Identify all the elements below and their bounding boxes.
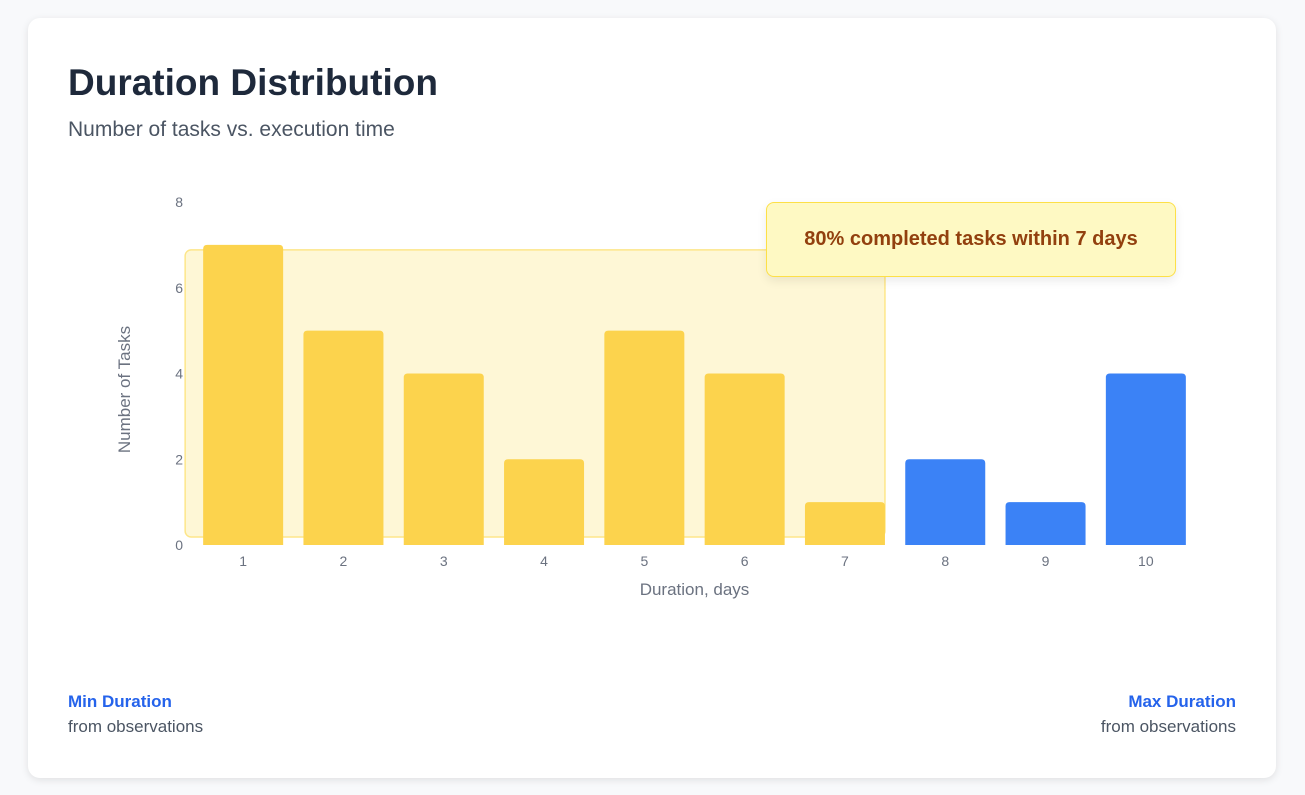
y-axis-label: Number of Tasks xyxy=(115,326,134,453)
bar-1 xyxy=(203,244,284,545)
y-tick-label: 6 xyxy=(175,280,183,296)
bar-10 xyxy=(1105,373,1186,545)
bar-chart: 0 2 4 6 8 1 2 3 4 5 6 7 8 9 10 Duration, days Number of … xyxy=(115,194,1186,599)
min-duration-sub: from observations xyxy=(68,717,204,736)
bar-4 xyxy=(504,459,585,545)
x-tick-label: 9 xyxy=(1042,553,1050,569)
bar-6 xyxy=(704,373,785,545)
x-tick-label: 4 xyxy=(540,553,548,569)
x-tick-label: 10 xyxy=(1138,553,1154,569)
bar-9 xyxy=(1005,502,1086,545)
x-tick-label: 8 xyxy=(941,553,949,569)
page-title: Duration Distribution xyxy=(68,62,438,103)
x-tick-label: 5 xyxy=(640,553,648,569)
bar-8 xyxy=(905,459,986,545)
max-duration-sub: from observations xyxy=(1100,717,1236,736)
bar-2 xyxy=(303,330,384,545)
min-duration-label: Min Duration xyxy=(68,692,172,711)
y-tick-label: 8 xyxy=(175,194,183,210)
bar-7 xyxy=(804,502,885,545)
bar-5 xyxy=(604,330,685,545)
x-tick-label: 6 xyxy=(741,553,749,569)
x-tick-label: 2 xyxy=(340,553,348,569)
page-subtitle: Number of tasks vs. execution time xyxy=(68,118,395,141)
y-tick-label: 2 xyxy=(175,451,183,467)
x-tick-label: 7 xyxy=(841,553,849,569)
max-duration-label: Max Duration xyxy=(1128,692,1236,711)
bar-3 xyxy=(403,373,484,545)
y-tick-label: 4 xyxy=(175,366,183,382)
chart-card: Duration Distribution Number of tasks vs… xyxy=(28,18,1276,778)
y-tick-label: 0 xyxy=(175,537,183,553)
x-axis-label: Duration, days xyxy=(640,580,750,599)
x-tick-label: 3 xyxy=(440,553,448,569)
highlight-callout: 80% completed tasks within 7 days xyxy=(766,202,1176,277)
x-tick-label: 1 xyxy=(239,553,247,569)
